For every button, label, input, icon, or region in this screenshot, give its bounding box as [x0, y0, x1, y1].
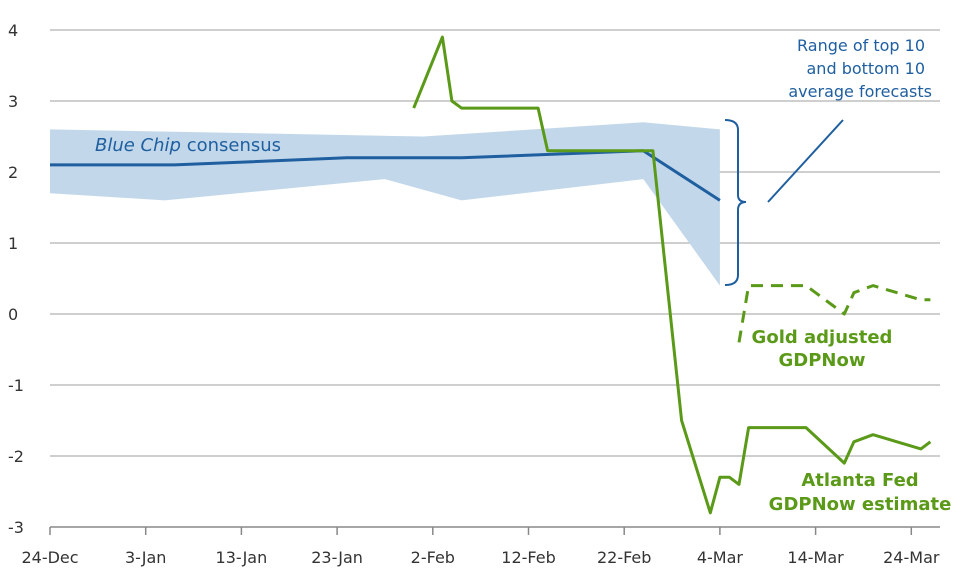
- x-tick-label: 23-Jan: [311, 548, 363, 567]
- y-tick-label: 0: [8, 305, 18, 324]
- range-label-1: Range of top 10: [797, 36, 925, 55]
- y-tick-label: 1: [8, 234, 18, 253]
- atlanta-label-2: GDPNow estimate: [769, 494, 952, 515]
- gold-label-2: GDPNow: [779, 350, 866, 371]
- range-label-2: and bottom 10: [807, 59, 926, 78]
- consensus-label-italic: Blue Chip: [95, 135, 181, 156]
- consensus-label: Blue Chip consensus: [95, 135, 281, 156]
- atlanta-label-1: Atlanta Fed: [801, 470, 918, 491]
- range-annotation: Range of top 10 and bottom 10 average fo…: [724, 36, 932, 286]
- consensus-label-rest: consensus: [181, 135, 281, 156]
- y-tick-label: -2: [8, 447, 24, 466]
- y-tick-label: 3: [8, 92, 18, 111]
- x-tick-label: 2-Feb: [411, 548, 455, 567]
- range-pointer: [767, 119, 844, 203]
- y-tick-label: -1: [8, 376, 24, 395]
- x-tick-label: 24-Mar: [883, 548, 940, 567]
- x-tick-label: 13-Jan: [216, 548, 268, 567]
- range-bracket: [724, 119, 747, 286]
- x-tick-label: 12-Feb: [501, 548, 555, 567]
- y-tick-label: 4: [8, 21, 18, 40]
- x-tick-label: 14-Mar: [787, 548, 844, 567]
- x-tick-label: 22-Feb: [597, 548, 651, 567]
- x-tick-label: 4-Mar: [697, 548, 744, 567]
- y-tick-label: 2: [8, 163, 18, 182]
- range-label-3: average forecasts: [788, 82, 932, 101]
- series-line-consensus: [50, 149, 721, 202]
- x-tick-label: 3-Jan: [125, 548, 167, 567]
- y-tick-label: -3: [8, 518, 24, 537]
- series-line-gold-adjusted-gdpnow: [737, 284, 931, 343]
- series-line-atlanta-gdpnow: [412, 35, 932, 515]
- gold-label-1: Gold adjusted: [752, 327, 893, 348]
- x-tick-label: 24-Dec: [21, 548, 78, 567]
